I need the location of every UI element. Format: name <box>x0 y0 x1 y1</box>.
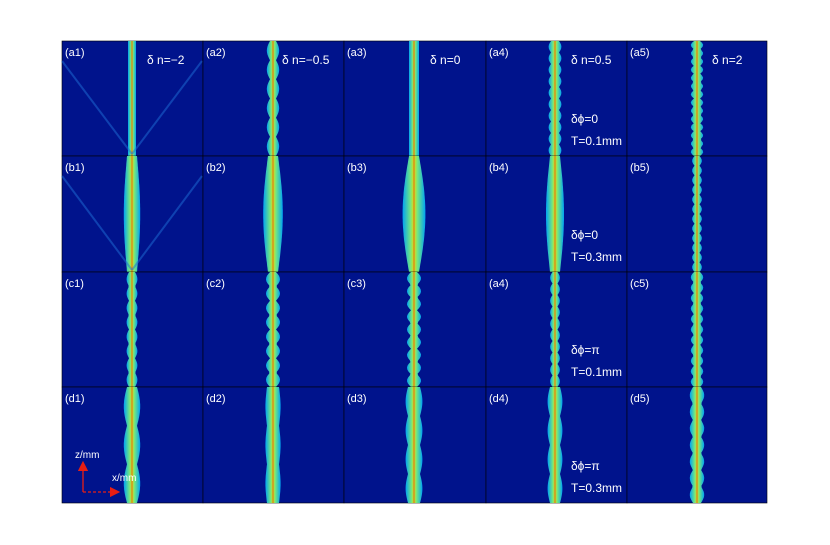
panel-label: (a4) <box>489 47 509 59</box>
thickness-label-row1: T=0.1mm <box>571 134 622 148</box>
panel-label: (c5) <box>630 278 649 290</box>
panel-label: (d4) <box>489 393 509 405</box>
delta-n-label-5: δ n=2 <box>712 53 743 67</box>
panel-label: (d3) <box>347 393 367 405</box>
radiation-ray <box>131 175 203 271</box>
panel-label: (a1) <box>65 47 85 59</box>
panel-label: (b2) <box>206 162 226 174</box>
panel-label: (c1) <box>65 278 84 290</box>
panel-label: (c2) <box>206 278 225 290</box>
panel-label: (a4) <box>489 278 509 290</box>
panel-label: (b1) <box>65 162 85 174</box>
panel-label: (c3) <box>347 278 366 290</box>
delta-n-label-3: δ n=0 <box>430 53 461 67</box>
phi-label-row3: δϕ=π <box>571 343 600 357</box>
panel-label: (a2) <box>206 47 226 59</box>
panel-label: (b4) <box>489 162 509 174</box>
thickness-label-row4: T=0.3mm <box>571 481 622 495</box>
x-axis-label: x/mm <box>112 473 136 484</box>
delta-n-label-1: δ n=−2 <box>147 53 185 67</box>
radiation-ray <box>131 60 203 155</box>
z-axis-label: z/mm <box>75 450 99 461</box>
phi-label-row1: δϕ=0 <box>571 112 598 126</box>
panel-label: (d1) <box>65 393 85 405</box>
thickness-label-row3: T=0.1mm <box>571 365 622 379</box>
delta-n-label-4: δ n=0.5 <box>571 53 612 67</box>
thickness-label-row2: T=0.3mm <box>571 250 622 264</box>
panel-label: (d2) <box>206 393 226 405</box>
delta-n-label-2: δ n=−0.5 <box>282 53 330 67</box>
panel-label: (a3) <box>347 47 367 59</box>
panel-label: (b5) <box>630 162 650 174</box>
panel-label: (d5) <box>630 393 650 405</box>
radiation-ray <box>61 175 133 271</box>
radiation-ray <box>61 60 133 155</box>
panel-label: (a5) <box>630 47 650 59</box>
panel-label: (b3) <box>347 162 367 174</box>
phi-label-row2: δϕ=0 <box>571 228 598 242</box>
phi-label-row4: δϕ=π <box>571 459 600 473</box>
axis-indicator: z/mm x/mm <box>75 450 136 498</box>
